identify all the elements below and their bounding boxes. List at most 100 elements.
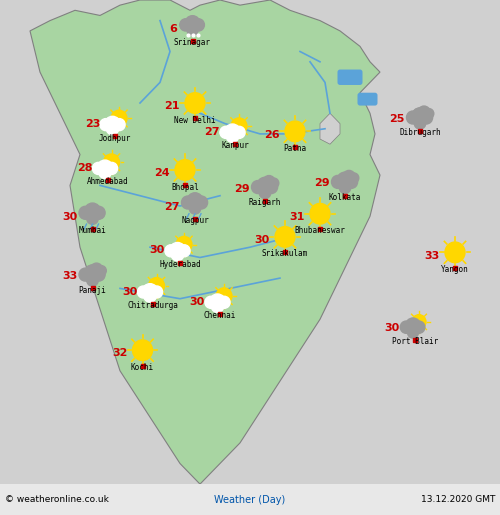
Circle shape <box>332 176 344 188</box>
Circle shape <box>210 294 226 311</box>
Circle shape <box>92 268 105 281</box>
Circle shape <box>269 178 279 188</box>
Circle shape <box>138 286 149 298</box>
Text: Kochi: Kochi <box>131 363 154 372</box>
Text: Srikakulam: Srikakulam <box>262 249 308 259</box>
FancyBboxPatch shape <box>358 93 378 106</box>
Circle shape <box>257 177 273 194</box>
Circle shape <box>262 176 276 188</box>
Circle shape <box>216 288 232 304</box>
Circle shape <box>412 108 428 125</box>
Circle shape <box>275 227 295 247</box>
Circle shape <box>342 170 355 183</box>
Circle shape <box>98 166 112 179</box>
Text: Ahmedabad: Ahmedabad <box>86 177 128 186</box>
Polygon shape <box>30 0 380 484</box>
Circle shape <box>106 162 118 175</box>
Polygon shape <box>0 0 500 484</box>
Circle shape <box>413 321 425 333</box>
Circle shape <box>218 296 230 308</box>
Circle shape <box>420 113 428 123</box>
Circle shape <box>231 118 247 134</box>
Circle shape <box>400 321 412 333</box>
Circle shape <box>408 327 418 338</box>
Circle shape <box>412 315 426 329</box>
Text: Yangon: Yangon <box>441 265 469 274</box>
Circle shape <box>144 289 156 302</box>
Circle shape <box>195 196 207 209</box>
Circle shape <box>252 181 264 194</box>
Circle shape <box>414 117 426 129</box>
Circle shape <box>211 300 224 313</box>
Circle shape <box>92 270 101 280</box>
Circle shape <box>424 109 434 118</box>
Text: Kolkata: Kolkata <box>329 193 361 202</box>
Text: 26: 26 <box>264 129 280 140</box>
Text: 30: 30 <box>190 297 205 307</box>
Circle shape <box>406 111 419 124</box>
Text: New Delhi: New Delhi <box>174 115 216 125</box>
Circle shape <box>258 178 268 188</box>
Text: 6: 6 <box>170 24 177 34</box>
Circle shape <box>414 109 424 118</box>
Text: 28: 28 <box>77 163 92 173</box>
Text: Srinagar: Srinagar <box>174 38 211 47</box>
Circle shape <box>165 245 176 257</box>
Circle shape <box>182 196 194 209</box>
Text: 27: 27 <box>204 127 220 137</box>
Circle shape <box>86 212 99 225</box>
Circle shape <box>220 126 232 139</box>
Text: 30: 30 <box>150 245 165 255</box>
Text: Raigarh: Raigarh <box>249 198 281 207</box>
Text: Bhopal: Bhopal <box>171 182 199 192</box>
Circle shape <box>106 122 119 135</box>
Circle shape <box>90 263 103 276</box>
Circle shape <box>171 248 184 261</box>
Circle shape <box>132 340 152 360</box>
Text: Jodhpur: Jodhpur <box>99 133 131 143</box>
Circle shape <box>406 318 420 334</box>
Circle shape <box>285 121 305 142</box>
Circle shape <box>192 19 204 31</box>
Circle shape <box>234 126 245 139</box>
Text: Panaji: Panaji <box>78 285 106 295</box>
Circle shape <box>84 265 100 282</box>
Circle shape <box>111 110 127 127</box>
Circle shape <box>180 19 192 31</box>
Text: 32: 32 <box>112 348 128 358</box>
Circle shape <box>100 118 112 131</box>
Circle shape <box>178 245 190 257</box>
Text: Port Blair: Port Blair <box>392 337 438 346</box>
Circle shape <box>420 111 432 124</box>
Text: © weatheronline.co.uk: © weatheronline.co.uk <box>5 495 109 504</box>
Polygon shape <box>320 113 340 144</box>
Circle shape <box>96 266 106 276</box>
Circle shape <box>185 93 205 113</box>
Circle shape <box>264 183 274 192</box>
Text: Kanpur: Kanpur <box>221 141 249 150</box>
Circle shape <box>337 172 353 189</box>
Circle shape <box>205 296 216 308</box>
Text: 24: 24 <box>154 168 170 178</box>
Text: 21: 21 <box>164 101 180 111</box>
Circle shape <box>187 193 203 210</box>
Circle shape <box>187 24 198 36</box>
Circle shape <box>344 178 354 187</box>
Text: 30: 30 <box>122 286 138 297</box>
Text: 23: 23 <box>84 119 100 129</box>
Circle shape <box>224 124 240 141</box>
FancyBboxPatch shape <box>338 70 362 85</box>
Text: 13.12.2020 GMT: 13.12.2020 GMT <box>420 495 495 504</box>
Text: Bhubaneswar: Bhubaneswar <box>294 226 346 235</box>
Text: Mumbai: Mumbai <box>78 226 106 235</box>
Text: 30: 30 <box>62 212 78 222</box>
Text: 30: 30 <box>254 235 270 245</box>
Circle shape <box>84 203 100 220</box>
Circle shape <box>310 203 330 224</box>
Text: Chennai: Chennai <box>204 311 236 320</box>
Circle shape <box>104 116 120 133</box>
Text: 25: 25 <box>390 114 405 124</box>
Circle shape <box>151 286 162 298</box>
Circle shape <box>189 202 201 214</box>
Polygon shape <box>215 489 235 515</box>
